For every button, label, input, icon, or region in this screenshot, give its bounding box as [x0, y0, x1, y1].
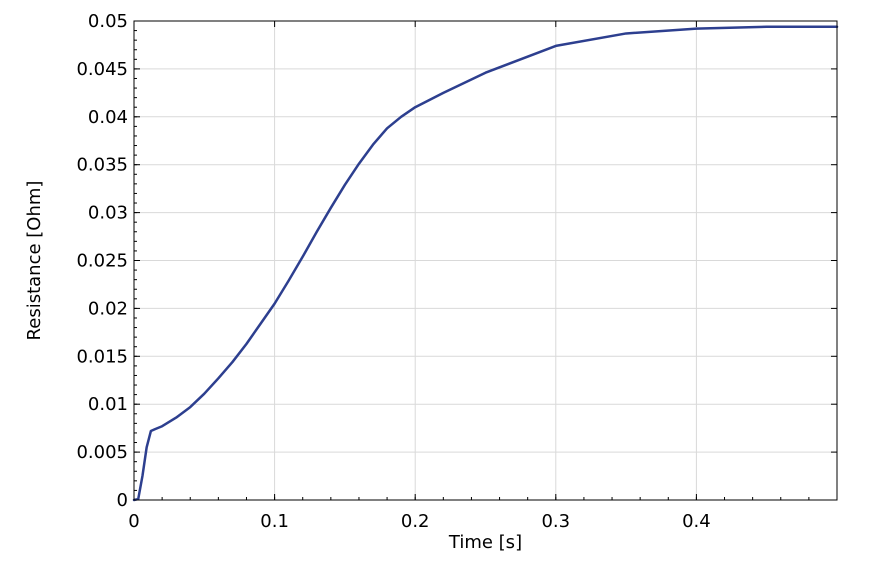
x-tick-label: 0: [128, 511, 139, 532]
x-tick-label: 0.2: [401, 511, 430, 532]
y-tick-label: 0.02: [88, 298, 128, 319]
x-axis-label: Time [s]: [448, 532, 522, 553]
y-tick-label: 0.03: [88, 203, 128, 224]
x-tick-label: 0.4: [682, 511, 711, 532]
series-layer: [132, 25, 839, 502]
x-tick-label: 0.3: [541, 511, 570, 532]
y-tick-label: 0.025: [76, 251, 128, 272]
y-tick-labels: 0 0.005 0.01 0.015 0.02 0.025 0.03 0.035 0.04 0.0…: [76, 11, 128, 511]
y-tick-label: 0.015: [76, 346, 128, 367]
y-tick-label: 0.04: [88, 107, 128, 128]
y-tick-label: 0.035: [76, 155, 128, 176]
y-tick-label: 0.05: [88, 11, 128, 32]
y-tick-label: 0: [117, 490, 128, 511]
y-tick-label: 0.005: [76, 442, 128, 463]
x-tick-label: 0.1: [260, 511, 289, 532]
tick-marks: [133, 20, 838, 501]
series-line: [132, 25, 839, 502]
y-axis-label: Resistance [Ohm]: [24, 181, 45, 341]
y-tick-label: 0.01: [88, 394, 128, 415]
y-tick-label: 0.045: [76, 59, 128, 80]
grid-lines: [134, 21, 837, 500]
x-tick-labels: 0 0.1 0.2 0.3 0.4: [128, 511, 710, 532]
